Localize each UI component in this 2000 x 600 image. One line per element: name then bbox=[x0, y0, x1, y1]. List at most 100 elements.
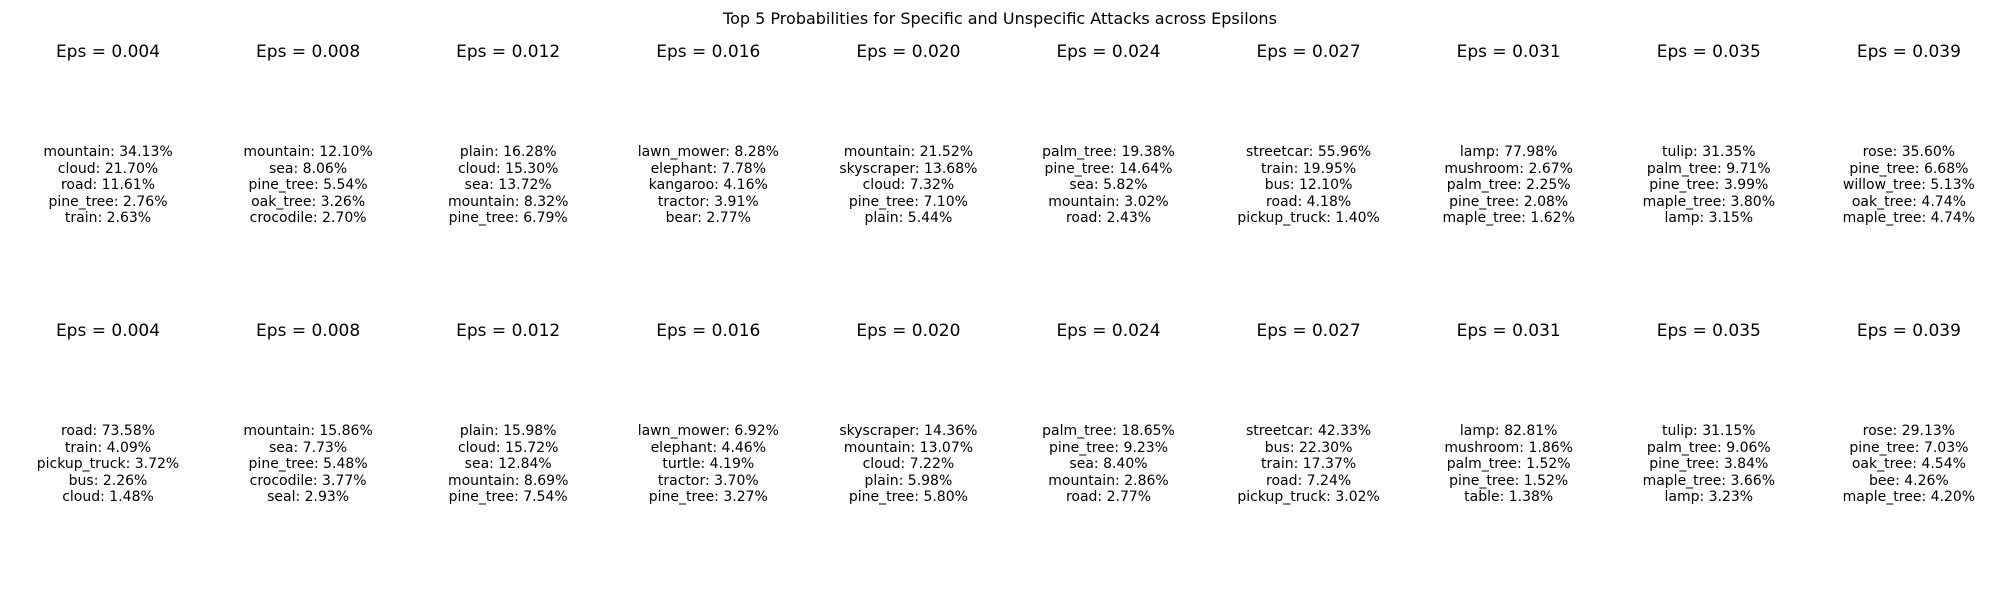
probability-entry: sea: 8.40% bbox=[1069, 456, 1148, 473]
probability-list: plain: 16.28% cloud: 15.30% sea: 13.72% mou… bbox=[408, 144, 608, 227]
subplot-panel: Eps = 0.027 streetcar: 55.96% train: 19.95… bbox=[1209, 42, 1409, 302]
probability-list: mountain: 12.10% sea: 8.06% pine_tree: 5.5… bbox=[208, 144, 408, 227]
probability-entry: road: 2.43% bbox=[1065, 210, 1152, 227]
subplot-panel: Eps = 0.008 mountain: 12.10% sea: 8.06% pin… bbox=[208, 42, 408, 302]
probability-entry: cloud: 7.32% bbox=[862, 177, 955, 194]
probability-list: lawn_mower: 8.28% elephant: 7.78% kangaroo… bbox=[608, 144, 808, 227]
probability-entry: sea: 8.06% bbox=[269, 160, 348, 177]
probability-entry: tractor: 3.70% bbox=[657, 472, 759, 489]
probability-entry: mushroom: 2.67% bbox=[1444, 160, 1573, 177]
probability-list: streetcar: 55.96% train: 19.95% bus: 12.10… bbox=[1209, 144, 1409, 227]
probability-entry: train: 4.09% bbox=[64, 439, 152, 456]
probability-entry: bear: 2.77% bbox=[665, 210, 751, 227]
probability-list: tulip: 31.35% palm_tree: 9.71% pine_tree: … bbox=[1609, 144, 1809, 227]
subplot-title: Eps = 0.012 bbox=[456, 321, 561, 341]
subplot-panel: Eps = 0.004 mountain: 34.13% cloud: 21.70%… bbox=[8, 42, 208, 302]
probability-entry: bee: 4.26% bbox=[1869, 472, 1949, 489]
probability-entry: oak_tree: 3.26% bbox=[251, 193, 366, 210]
probability-entry: sea: 13.72% bbox=[464, 177, 552, 194]
probability-list: rose: 29.13% pine_tree: 7.03% oak_tree: 4.… bbox=[1809, 423, 2000, 506]
probability-entry: tulip: 31.35% bbox=[1662, 144, 1756, 160]
probability-list: rose: 35.60% pine_tree: 6.68% willow_tree:… bbox=[1809, 144, 2000, 227]
subplot-title: Eps = 0.016 bbox=[656, 321, 761, 341]
probability-entry: pine_tree: 2.76% bbox=[48, 193, 168, 210]
probability-entry: crocodile: 3.77% bbox=[249, 472, 367, 489]
probability-list: lamp: 82.81% mushroom: 1.86% palm_tree: 1.… bbox=[1409, 423, 1609, 506]
probability-entry: road: 11.61% bbox=[60, 177, 156, 194]
probability-entry: pine_tree: 7.10% bbox=[848, 193, 968, 210]
subplot-title: Eps = 0.016 bbox=[656, 42, 761, 62]
probability-entry: turtle: 4.19% bbox=[662, 456, 755, 473]
subplot-title: Eps = 0.031 bbox=[1456, 321, 1561, 341]
probability-entry: skyscraper: 13.68% bbox=[839, 160, 978, 177]
probability-entry: cloud: 15.72% bbox=[457, 439, 559, 456]
subplot-panel: Eps = 0.020 mountain: 21.52% skyscraper: 1… bbox=[808, 42, 1008, 302]
probability-entry: plain: 5.98% bbox=[864, 472, 953, 489]
subplot-title: Eps = 0.024 bbox=[1056, 42, 1161, 62]
probability-entry: train: 2.63% bbox=[64, 210, 152, 227]
probability-entry: cloud: 1.48% bbox=[62, 489, 154, 506]
probability-entry: plain: 15.98% bbox=[459, 423, 557, 439]
probability-list: plain: 15.98% cloud: 15.72% sea: 12.84% mou… bbox=[408, 423, 608, 506]
probability-entry: mountain: 13.07% bbox=[843, 439, 974, 456]
subplot-panel: Eps = 0.035 tulip: 31.15% palm_tree: 9.06%… bbox=[1609, 321, 1809, 581]
probability-entry: sea: 12.84% bbox=[464, 456, 552, 473]
probability-list: mountain: 34.13% cloud: 21.70% road: 11.61… bbox=[8, 144, 208, 227]
probability-list: skyscraper: 14.36% mountain: 13.07% cloud:… bbox=[808, 423, 1008, 506]
probability-entry: pine_tree: 9.23% bbox=[1048, 439, 1169, 456]
figure-title: Top 5 Probabilities for Specific and Uns… bbox=[723, 9, 1277, 28]
probability-list: mountain: 15.86% sea: 7.73% pine_tree: 5.4… bbox=[208, 423, 408, 506]
probability-entry: pine_tree: 2.08% bbox=[1449, 193, 1569, 210]
probability-entry: mushroom: 1.86% bbox=[1444, 439, 1573, 456]
subplot-title: Eps = 0.027 bbox=[1256, 42, 1361, 62]
probability-entry: streetcar: 55.96% bbox=[1245, 144, 1372, 160]
probability-entry: oak_tree: 4.74% bbox=[1851, 193, 1966, 210]
probability-entry: tulip: 31.15% bbox=[1662, 423, 1756, 439]
probability-entry: sea: 5.82% bbox=[1069, 177, 1148, 194]
probability-entry: palm_tree: 2.25% bbox=[1446, 177, 1571, 194]
probability-list: palm_tree: 18.65% pine_tree: 9.23% sea: 8.… bbox=[1009, 423, 1209, 506]
probability-entry: lamp: 3.23% bbox=[1664, 489, 1754, 506]
subplot-title: Eps = 0.035 bbox=[1656, 42, 1761, 62]
probability-entry: pine_tree: 1.52% bbox=[1449, 472, 1569, 489]
probability-entry: maple_tree: 1.62% bbox=[1442, 210, 1575, 227]
probability-entry: bus: 12.10% bbox=[1264, 177, 1353, 194]
subplot-title: Eps = 0.031 bbox=[1456, 42, 1561, 62]
probability-entry: mountain: 8.32% bbox=[447, 193, 569, 210]
probability-entry: table: 1.38% bbox=[1464, 489, 1554, 506]
subplot-title: Eps = 0.020 bbox=[856, 321, 961, 341]
probability-entry: bus: 22.30% bbox=[1264, 439, 1353, 456]
probability-entry: pine_tree: 5.48% bbox=[248, 456, 368, 473]
subplot-panel: Eps = 0.031 lamp: 82.81% mushroom: 1.86% pa… bbox=[1409, 321, 1609, 581]
subplot-panel: Eps = 0.016 lawn_mower: 6.92% elephant: 4.… bbox=[608, 321, 808, 581]
probability-entry: road: 73.58% bbox=[60, 423, 156, 439]
probability-entry: maple_tree: 3.66% bbox=[1642, 472, 1775, 489]
probability-entry: oak_tree: 4.54% bbox=[1851, 456, 1966, 473]
subplot-panel: Eps = 0.020 skyscraper: 14.36% mountain: 1… bbox=[808, 321, 1008, 581]
probability-entry: tractor: 3.91% bbox=[657, 193, 759, 210]
probability-entry: mountain: 21.52% bbox=[843, 144, 974, 160]
subplot-title: Eps = 0.020 bbox=[856, 42, 961, 62]
probability-list: tulip: 31.15% palm_tree: 9.06% pine_tree: … bbox=[1609, 423, 1809, 506]
probability-entry: lawn_mower: 8.28% bbox=[637, 144, 779, 160]
probability-entry: maple_tree: 4.74% bbox=[1842, 210, 1976, 227]
probability-entry: pine_tree: 6.68% bbox=[1849, 160, 1969, 177]
probability-entry: pickup_truck: 1.40% bbox=[1237, 210, 1380, 227]
probability-entry: plain: 16.28% bbox=[459, 144, 557, 160]
subplot-title: Eps = 0.039 bbox=[1856, 321, 1961, 341]
subplot-panel: Eps = 0.024 palm_tree: 18.65% pine_tree: 9… bbox=[1009, 321, 1209, 581]
subplot-panel: Eps = 0.039 rose: 35.60% pine_tree: 6.68% w… bbox=[1809, 42, 2000, 302]
probability-entry: plain: 5.44% bbox=[864, 210, 953, 227]
probability-entry: road: 2.77% bbox=[1065, 489, 1152, 506]
probability-entry: road: 4.18% bbox=[1266, 193, 1352, 210]
probability-entry: bus: 2.26% bbox=[68, 472, 148, 489]
probability-entry: pine_tree: 7.54% bbox=[448, 489, 568, 506]
probability-list: palm_tree: 19.38% pine_tree: 14.64% sea: 5… bbox=[1009, 144, 1209, 227]
subplot-panel: Eps = 0.024 palm_tree: 19.38% pine_tree: 1… bbox=[1009, 42, 1209, 302]
probability-entry: lamp: 77.98% bbox=[1459, 144, 1558, 160]
probability-entry: pine_tree: 3.84% bbox=[1649, 456, 1769, 473]
subplot-panel: Eps = 0.039 rose: 29.13% pine_tree: 7.03% o… bbox=[1809, 321, 2000, 581]
probability-entry: willow_tree: 5.13% bbox=[1842, 177, 1975, 194]
probability-entry: pickup_truck: 3.72% bbox=[36, 456, 180, 473]
probability-entry: palm_tree: 9.71% bbox=[1646, 160, 1771, 177]
